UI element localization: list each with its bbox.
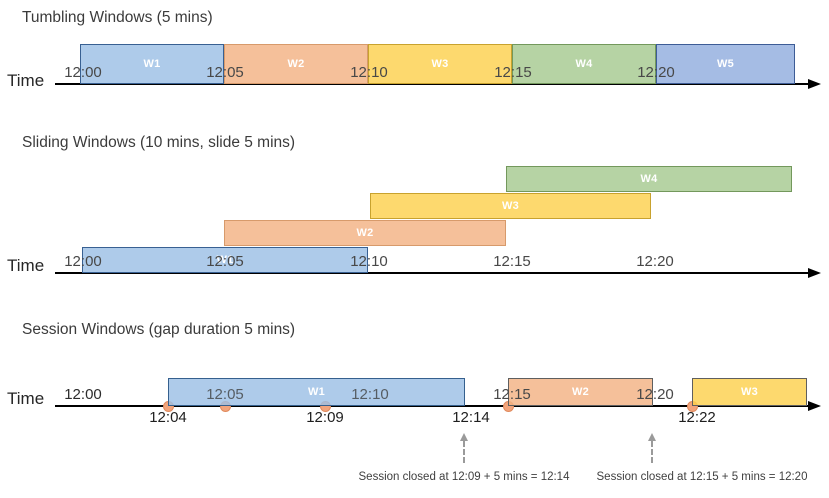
sliding-window-w4: W4	[506, 166, 792, 192]
window-label: W1	[307, 386, 326, 398]
tumbling-window-w2: W2	[224, 44, 368, 84]
sliding-tick: 12:10	[350, 253, 388, 270]
tumbling-time-label: Time	[7, 71, 45, 90]
event-time-label: 12:04	[149, 409, 187, 426]
arrow-up-icon	[647, 433, 656, 441]
session-window-w3: W3	[692, 378, 807, 406]
tumbling-tick: 12:20	[637, 64, 675, 81]
tumbling-tick: 12:10	[350, 64, 388, 81]
window-label: W2	[571, 386, 590, 398]
sliding-tick: 12:05	[206, 253, 244, 270]
session-tick: 12:00	[64, 386, 102, 403]
window-label: W1	[143, 58, 161, 70]
tumbling-tick: 12:00	[64, 64, 102, 81]
window-label: W2	[287, 58, 305, 70]
annotation-dashed-line	[463, 441, 465, 463]
session-tick: 12:15	[493, 386, 531, 403]
window-label: W3	[501, 200, 520, 212]
window-label: W4	[575, 58, 593, 70]
sliding-window-w2: W2	[224, 220, 506, 246]
session-timeline-axis	[55, 405, 812, 407]
session-window-w1: W1	[168, 378, 465, 406]
event-time-label: 12:09	[306, 409, 344, 426]
event-time-label: 12:22	[678, 409, 716, 426]
window-label: W3	[431, 58, 449, 70]
arrow-right-icon	[808, 79, 821, 89]
sliding-title: Sliding Windows (10 mins, slide 5 mins)	[22, 134, 296, 151]
sliding-window-w3: W3	[370, 193, 651, 219]
session-window-w2: W2	[508, 378, 653, 406]
arrow-right-icon	[808, 401, 821, 411]
session-time-label: Time	[7, 389, 45, 408]
tumbling-tick: 12:05	[206, 64, 244, 81]
arrow-right-icon	[808, 268, 821, 278]
window-label: W3	[740, 386, 759, 398]
event-time-label: 12:14	[452, 409, 490, 426]
session-tick: 12:20	[636, 386, 674, 403]
arrow-up-icon	[459, 433, 468, 441]
session-closed-annotation: Session closed at 12:09 + 5 mins = 12:14	[358, 471, 570, 483]
annotation-dashed-line	[651, 441, 653, 463]
tumbling-title: Tumbling Windows (5 mins)	[22, 9, 213, 26]
window-label: W1	[216, 254, 234, 266]
session-title: Session Windows (gap duration 5 mins)	[22, 321, 296, 338]
window-label: W4	[640, 173, 658, 185]
tumbling-timeline-axis	[55, 83, 812, 85]
session-tick: 12:05	[206, 386, 244, 403]
sliding-tick: 12:00	[64, 253, 102, 270]
tumbling-tick: 12:15	[494, 64, 532, 81]
sliding-time-label: Time	[7, 256, 45, 275]
tumbling-window-w1: W1	[80, 44, 224, 84]
tumbling-window-w5: W5	[656, 44, 795, 84]
session-tick: 12:10	[351, 386, 389, 403]
sliding-window-w1: W1	[82, 247, 368, 273]
window-label: W2	[356, 227, 374, 239]
sliding-timeline-axis	[55, 272, 812, 274]
session-closed-annotation: Session closed at 12:15 + 5 mins = 12:20	[596, 471, 808, 483]
tumbling-window-w4: W4	[512, 44, 656, 84]
sliding-tick: 12:15	[493, 253, 531, 270]
tumbling-window-w3: W3	[368, 44, 512, 84]
window-label: W5	[716, 58, 735, 70]
sliding-tick: 12:20	[636, 253, 674, 270]
